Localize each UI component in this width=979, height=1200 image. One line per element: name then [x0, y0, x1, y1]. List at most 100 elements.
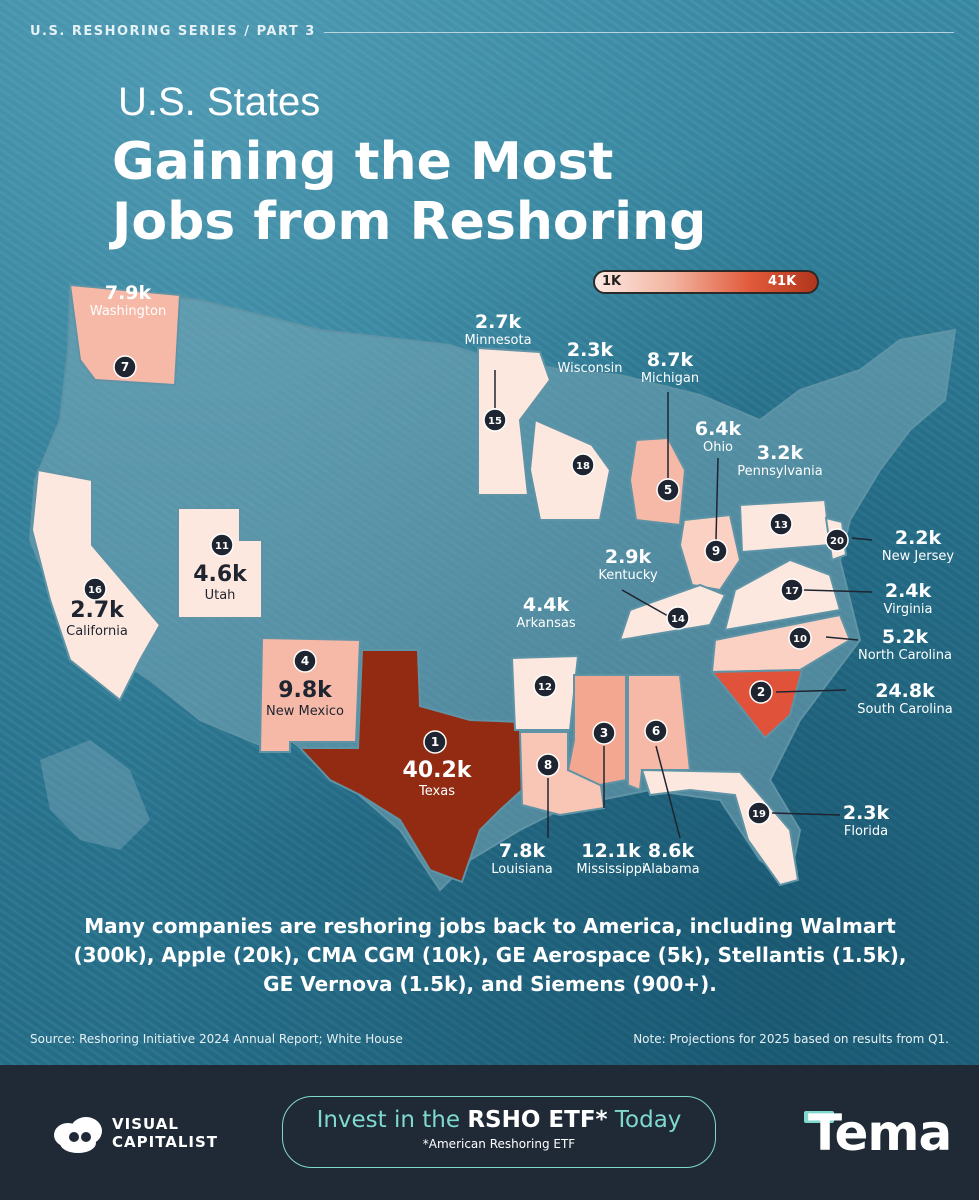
invest-cta-button[interactable]: Invest in the RSHO ETF* Today *American … — [282, 1096, 716, 1168]
label-louisiana: 7.8k Louisiana — [482, 840, 562, 878]
label-utah: 4.6k Utah — [178, 562, 262, 604]
rank-number: 3 — [600, 726, 608, 740]
rank-number: 20 — [830, 536, 844, 547]
label-new-jersey: 2.2k New Jersey — [870, 527, 966, 565]
rank-marker: 4 — [293, 649, 317, 673]
jobs-value: 2.9k — [604, 546, 652, 568]
rank-number: 11 — [215, 541, 229, 552]
rank-number: 6 — [652, 724, 660, 738]
rank-number: 7 — [121, 360, 129, 374]
state-name: North Carolina — [858, 648, 952, 663]
rank-marker: 5 — [656, 478, 680, 502]
state-name: Pennsylvania — [737, 464, 823, 479]
rank-number: 8 — [544, 758, 552, 772]
legend-max-label: 41K — [768, 274, 797, 289]
leader-new-jersey — [851, 537, 873, 541]
rank-marker: 14 — [666, 606, 690, 630]
label-california: 2.7k California — [44, 598, 150, 640]
title-line-2: Jobs from Reshoring — [112, 192, 707, 252]
title-top: U.S. States — [118, 80, 321, 124]
rank-number: 19 — [752, 809, 766, 820]
jobs-value: 2.7k — [474, 311, 522, 333]
label-pennsylvania: 3.2k Pennsylvania — [720, 442, 840, 480]
rank-number: 14 — [671, 614, 685, 625]
jobs-value: 8.7k — [646, 349, 694, 371]
rank-number: 10 — [793, 634, 807, 645]
jobs-value: 8.6k — [647, 840, 695, 862]
jobs-value: 6.4k — [694, 418, 742, 440]
rank-number: 12 — [538, 682, 552, 693]
legend-min-label: 1K — [602, 274, 622, 289]
rank-marker: 8 — [536, 753, 560, 777]
state-name: Texas — [419, 784, 455, 799]
label-arkansas: 4.4k Arkansas — [498, 594, 594, 632]
rank-marker: 19 — [747, 801, 771, 825]
jobs-value: 40.2k — [402, 758, 472, 783]
rank-marker: 9 — [704, 539, 728, 563]
jobs-value: 2.3k — [842, 802, 890, 824]
state-name: Mississippi — [576, 862, 646, 877]
label-virginia: 2.4k Virginia — [868, 580, 948, 618]
leader-kentucky — [621, 589, 669, 617]
state-name: Louisiana — [491, 862, 553, 877]
label-washington: 7.9k Washington — [72, 282, 184, 320]
leader-north-carolina — [825, 636, 859, 641]
rank-number: 1 — [431, 735, 439, 749]
brand-line-2: CAPITALIST — [112, 1133, 219, 1151]
state-name: Arkansas — [516, 616, 576, 631]
label-mississippi: 12.1k Mississippi — [564, 840, 658, 878]
label-north-carolina: 5.2k North Carolina — [846, 626, 964, 664]
footer-bar — [0, 1065, 979, 1200]
state-utah — [177, 507, 263, 619]
jobs-value: 7.9k — [104, 282, 152, 304]
state-name: Minnesota — [464, 333, 532, 348]
state-north-carolina — [710, 613, 852, 674]
page-title: Gaining the Most Jobs from Reshoring — [112, 132, 892, 252]
state-name: New Mexico — [266, 704, 344, 719]
rank-marker: 11 — [210, 533, 234, 557]
jobs-value: 5.2k — [881, 626, 929, 648]
state-texas — [297, 649, 524, 884]
series-divider — [324, 32, 954, 33]
rank-marker: 7 — [113, 355, 137, 379]
label-alabama: 8.6k Alabama — [634, 840, 708, 878]
state-new-mexico — [258, 636, 362, 753]
leader-florida — [771, 812, 841, 816]
label-michigan: 8.7k Michigan — [616, 349, 724, 387]
rank-marker: 13 — [769, 512, 793, 536]
jobs-value: 3.2k — [756, 442, 804, 464]
series-label: U.S. RESHORING SERIES / PART 3 — [30, 24, 316, 39]
rank-marker: 17 — [780, 578, 804, 602]
leader-ohio — [715, 457, 719, 541]
rank-number: 15 — [488, 416, 502, 427]
rank-number: 9 — [712, 544, 720, 558]
state-name: Virginia — [883, 602, 933, 617]
jobs-value: 24.8k — [875, 680, 935, 702]
jobs-value: 4.6k — [193, 562, 247, 587]
state-name: South Carolina — [857, 702, 953, 717]
label-new-mexico: 9.8k New Mexico — [252, 678, 358, 720]
rank-marker: 3 — [592, 721, 616, 745]
rank-marker: 16 — [83, 577, 107, 601]
rank-marker: 15 — [483, 408, 507, 432]
cta-main-text: Invest in the RSHO ETF* Today — [283, 1107, 715, 1133]
rank-marker: 12 — [533, 674, 557, 698]
source-note: Source: Reshoring Initiative 2024 Annual… — [30, 1032, 403, 1046]
label-south-carolina: 24.8k South Carolina — [844, 680, 966, 718]
label-ohio: 6.4k Ohio — [668, 418, 768, 456]
rank-marker: 6 — [644, 719, 668, 743]
state-name: Ohio — [702, 440, 734, 455]
state-name: California — [66, 624, 128, 639]
state-washington — [68, 283, 182, 387]
rank-marker: 1 — [423, 730, 447, 754]
cta-highlight: RSHO ETF* — [467, 1107, 608, 1133]
rank-marker: 20 — [825, 528, 849, 552]
alaska-shape — [40, 740, 150, 850]
jobs-value: 12.1k — [581, 840, 641, 862]
state-louisiana — [518, 731, 606, 817]
leader-virginia — [803, 589, 873, 593]
leader-south-carolina — [775, 689, 847, 693]
leader-alabama — [655, 745, 681, 839]
label-kentucky: 2.9k Kentucky — [580, 546, 676, 584]
